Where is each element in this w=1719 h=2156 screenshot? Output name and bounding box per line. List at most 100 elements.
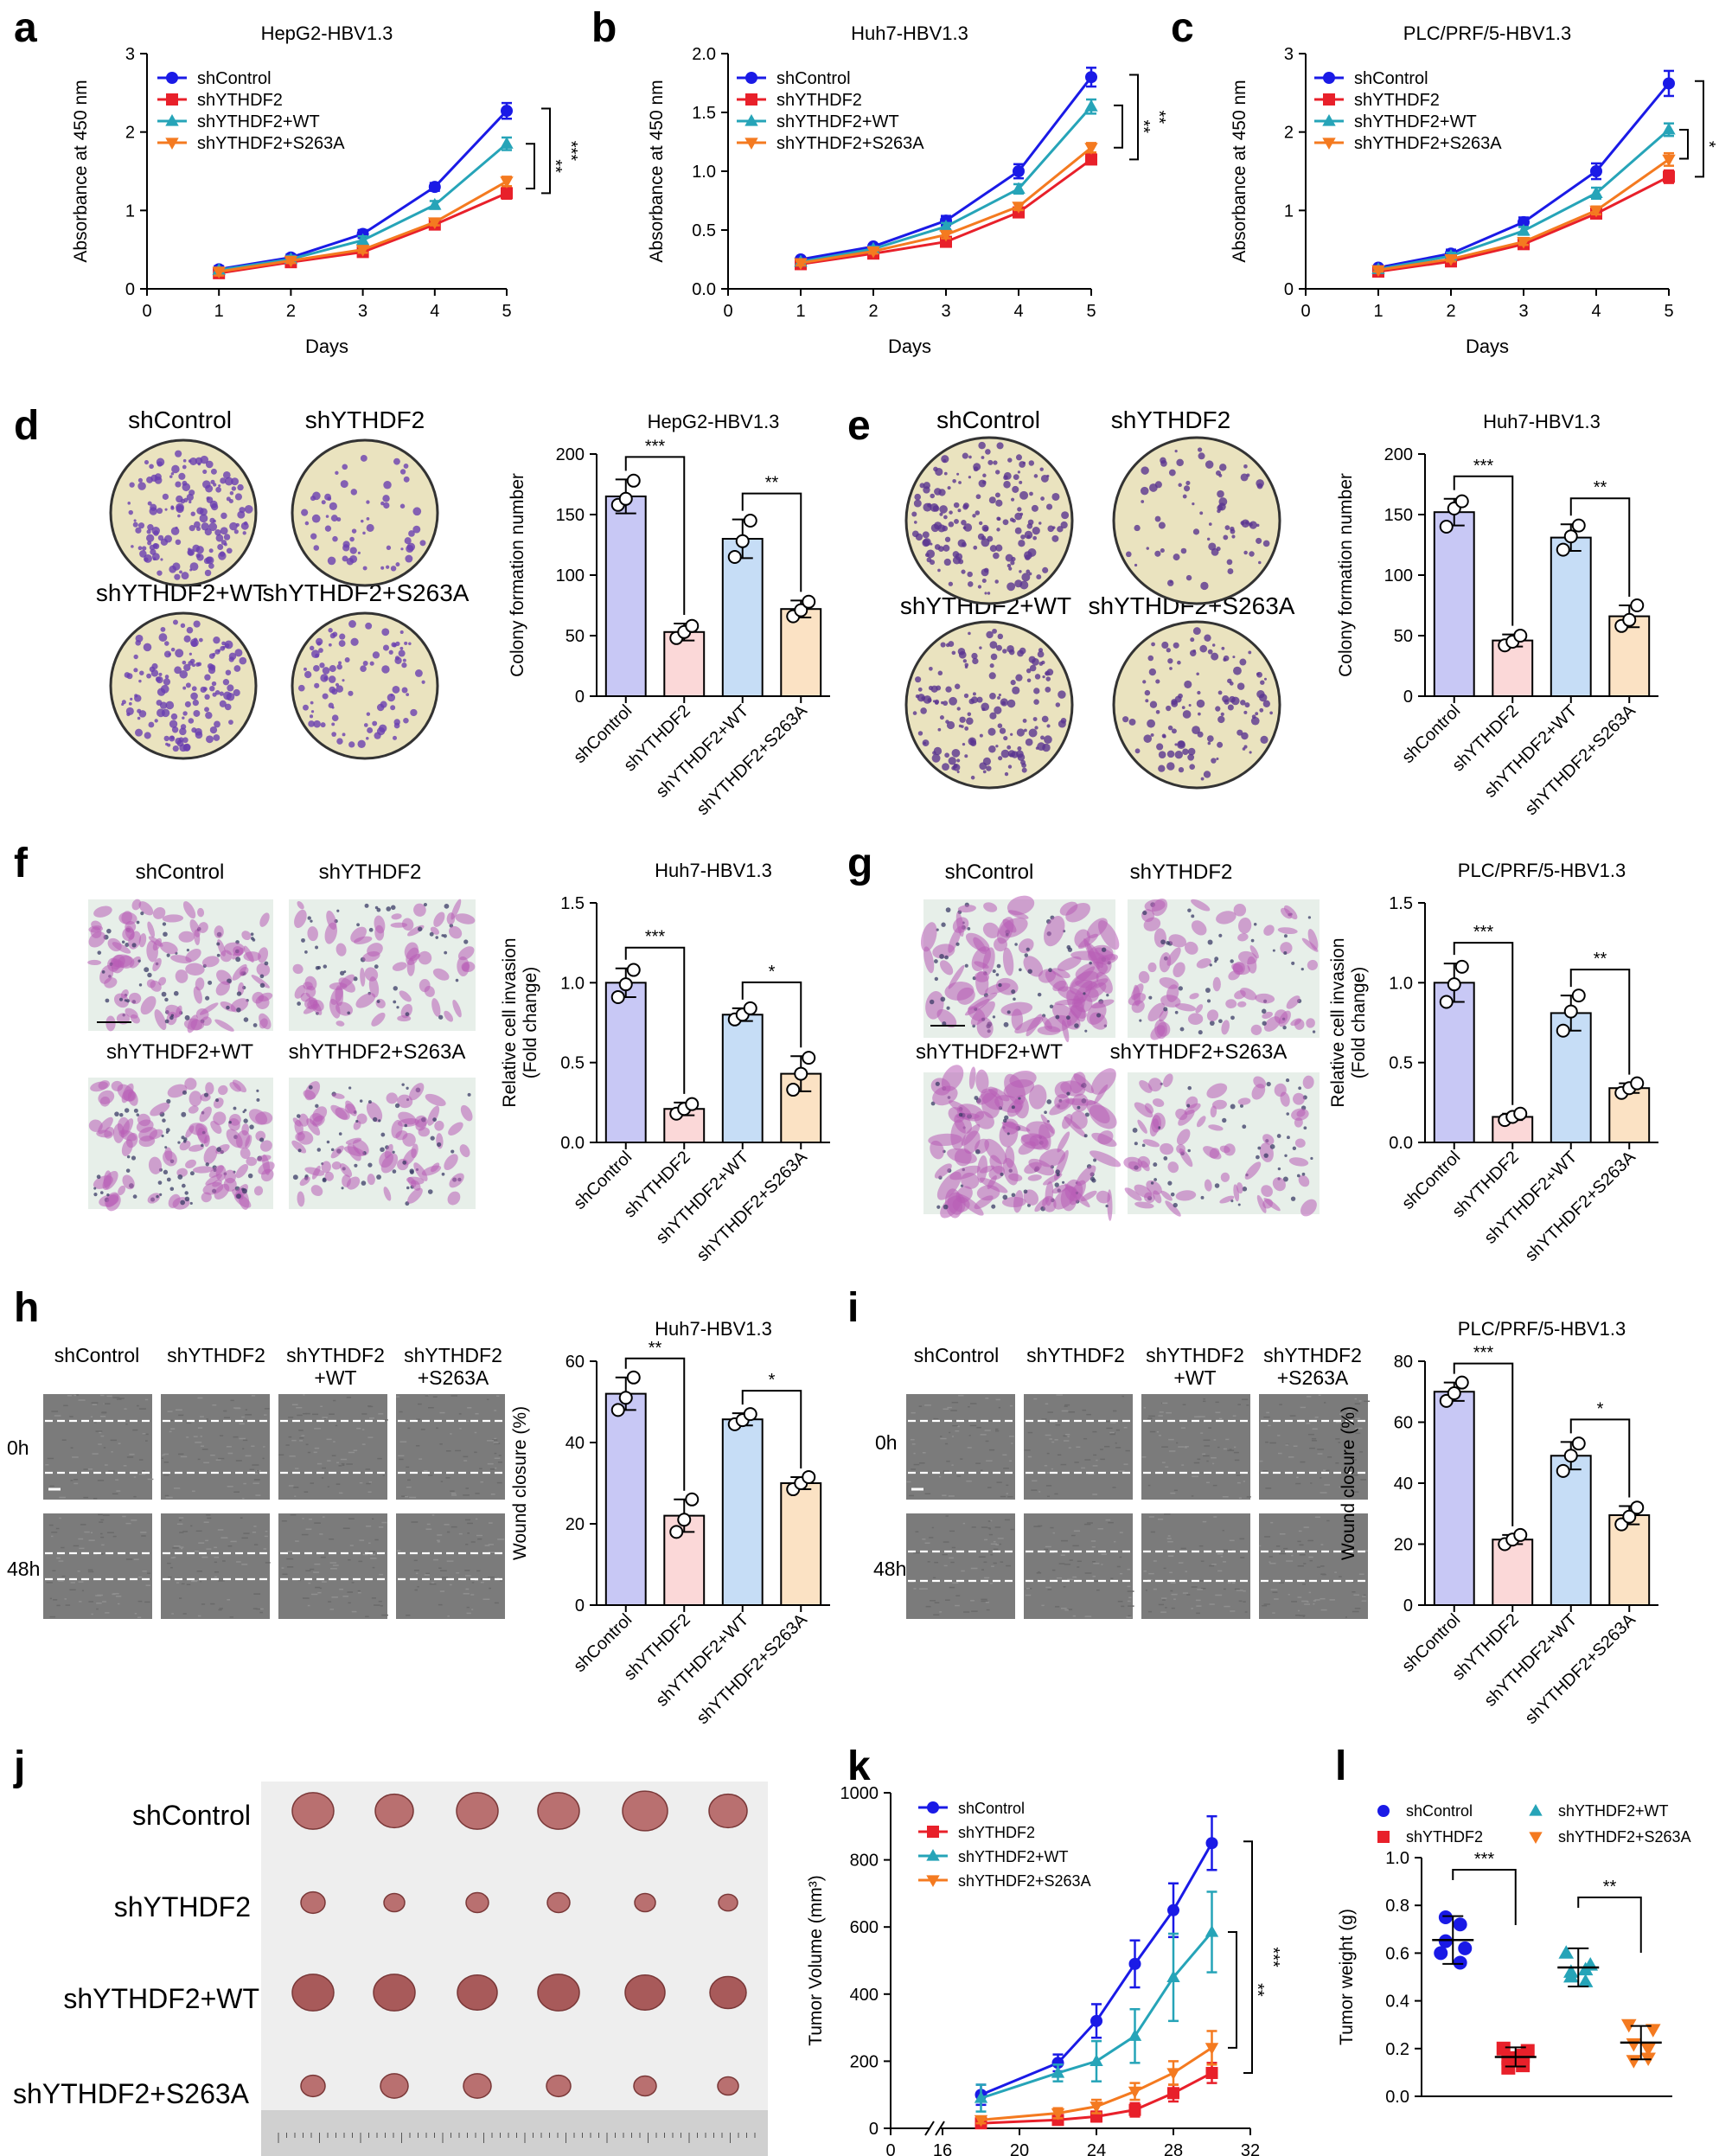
stained-cell: [983, 902, 998, 912]
colony-dot: [1019, 570, 1022, 573]
colony-dot: [406, 693, 410, 696]
y-tick-label: 400: [850, 1986, 879, 2005]
texture: [1300, 1406, 1306, 1409]
texture: [1049, 1438, 1052, 1440]
texture: [167, 1562, 171, 1564]
texture: [988, 1420, 993, 1422]
x-tick-label: shYTHDF2+S263A: [693, 1148, 812, 1266]
tumor: [300, 2074, 326, 2098]
texture: [222, 1560, 226, 1562]
pore-dot: [1003, 1021, 1009, 1027]
colony-dot: [163, 735, 169, 742]
colony-dot: [137, 522, 145, 529]
colony-dot: [1197, 447, 1203, 452]
stained-cell: [1261, 1185, 1273, 1197]
pore-dot: [1312, 1030, 1316, 1033]
texture: [1119, 1532, 1123, 1533]
data-point: [1051, 2057, 1064, 2070]
texture: [305, 1443, 309, 1446]
texture: [934, 1602, 940, 1603]
pore-dot: [124, 1108, 130, 1113]
significance-bracket: [1114, 104, 1123, 149]
pore-dot: [1054, 1182, 1059, 1187]
texture: [96, 1608, 99, 1610]
replicate-point: [794, 1066, 808, 1081]
texture: [1222, 1495, 1229, 1498]
texture: [342, 1464, 345, 1466]
texture: [124, 1408, 127, 1410]
replicate-point: [786, 1083, 801, 1097]
texture: [455, 1449, 462, 1452]
colony-dot: [1029, 664, 1037, 672]
texture: [1244, 1611, 1248, 1613]
significance-label: ***: [645, 437, 666, 456]
replicate-point: [1630, 1076, 1645, 1091]
texture: [206, 1418, 209, 1420]
data-point: [500, 137, 514, 149]
y-tick-label: 0: [125, 280, 135, 299]
legend: shControlshYTHDF2shYTHDF2+WTshYTHDF2+S26…: [1377, 1802, 1691, 1846]
texture: [1212, 1484, 1217, 1487]
wound-background: [396, 1513, 505, 1619]
pore-dot: [1298, 1086, 1301, 1091]
texture: [315, 1586, 321, 1589]
texture: [949, 1557, 954, 1559]
colony-dot: [1146, 547, 1149, 550]
texture: [56, 1557, 61, 1559]
texture: [203, 1462, 209, 1464]
pore-dot: [1253, 922, 1257, 926]
colony-dot: [182, 737, 189, 744]
texture: [1170, 1492, 1176, 1494]
legend-marker: [1323, 72, 1335, 84]
stained-cell: [1191, 899, 1211, 912]
colony-dot: [1256, 523, 1260, 528]
pore-dot: [455, 978, 459, 982]
image-label: shControl: [132, 1800, 251, 1831]
texture: [1147, 1417, 1153, 1419]
texture: [106, 1532, 114, 1533]
stained-cell: [178, 931, 195, 943]
texture: [58, 1580, 64, 1582]
texture: [451, 1494, 457, 1496]
pore-dot: [118, 997, 124, 1001]
colony-dot: [1216, 757, 1219, 760]
texture: [218, 1580, 225, 1582]
texture: [1143, 1571, 1147, 1572]
colony-dot: [1017, 746, 1022, 752]
texture: [989, 1583, 993, 1584]
colony-dot: [160, 684, 169, 694]
colony-dot: [989, 641, 998, 649]
pore-dot: [942, 1021, 947, 1027]
pore-dot: [974, 1096, 979, 1100]
stained-cell: [449, 1173, 464, 1188]
time-label: 0h: [7, 1436, 29, 1459]
x-tick-label: 5: [1664, 302, 1673, 321]
texture: [429, 1583, 437, 1585]
texture: [474, 1579, 478, 1582]
texture: [1229, 1449, 1232, 1450]
texture: [214, 1561, 217, 1564]
colony-dot: [304, 667, 307, 671]
texture: [1203, 1400, 1206, 1403]
texture: [197, 1397, 203, 1399]
colony-dot: [1208, 522, 1212, 526]
texture: [1309, 1559, 1313, 1562]
texture: [415, 1444, 420, 1447]
colony-dot: [956, 770, 960, 774]
pore-dot: [97, 950, 102, 955]
pore-dot: [106, 928, 112, 934]
colony-dot: [234, 649, 243, 657]
colony-dot: [1006, 563, 1012, 568]
y-tick-label: 1.5: [560, 894, 585, 913]
texture: [1101, 1564, 1103, 1565]
texture: [1011, 1443, 1013, 1444]
texture: [67, 1395, 72, 1397]
colony-dot: [968, 476, 972, 479]
stained-cell: [321, 1161, 331, 1174]
texture: [379, 1526, 384, 1528]
time-label: 0h: [875, 1431, 898, 1454]
pore-dot: [941, 922, 946, 927]
stained-cell: [448, 1122, 463, 1136]
pore-dot: [252, 1023, 258, 1027]
